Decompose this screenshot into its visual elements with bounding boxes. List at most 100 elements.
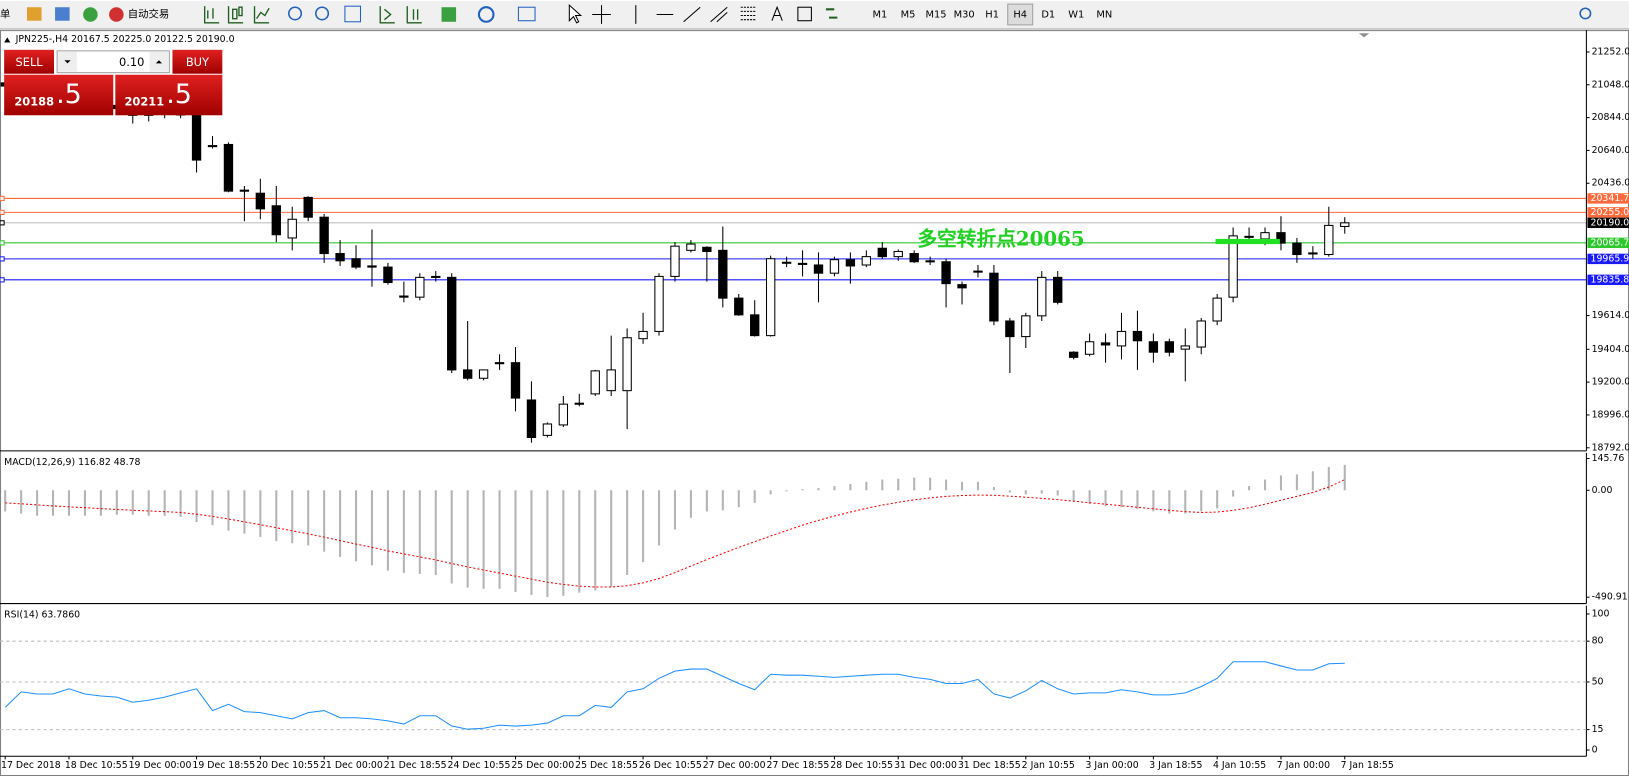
auto-trading[interactable]: 自动交易 — [128, 7, 170, 20]
bid-frac: .5 — [56, 79, 82, 110]
candle-body — [1068, 351, 1079, 358]
candle-body — [750, 314, 760, 337]
candle-body — [829, 259, 840, 274]
candle-body — [702, 246, 712, 252]
timeframe[interactable]: M5 — [901, 9, 916, 20]
pane-title: RSI(14) 63.7860 — [4, 609, 80, 620]
lot-down-arrow — [64, 60, 71, 64]
templates[interactable] — [517, 6, 536, 22]
sell-label[interactable]: SELL — [16, 55, 44, 69]
icon[interactable] — [55, 7, 70, 21]
bid-box[interactable] — [4, 74, 114, 116]
x-tick-label: 28 Dec 10:55 — [830, 760, 893, 771]
zoom-in[interactable] — [288, 6, 303, 21]
candle-body — [478, 369, 489, 379]
price-line-marker — [0, 209, 5, 215]
buy-button[interactable] — [172, 49, 223, 74]
sell-button[interactable] — [4, 49, 55, 74]
candle-body — [877, 247, 887, 258]
candle-body — [1053, 276, 1063, 303]
x-tick-label: 27 Dec 18:55 — [767, 760, 830, 771]
arrows[interactable] — [825, 8, 838, 19]
icon[interactable] — [27, 7, 42, 21]
autoscroll[interactable] — [379, 6, 395, 24]
cursor[interactable] — [568, 3, 583, 24]
text-tool[interactable] — [771, 5, 783, 21]
price-line-marker — [0, 195, 5, 202]
lot-box[interactable] — [56, 50, 170, 74]
y-tick-label: 19404.0 — [1592, 344, 1629, 355]
candle-body — [638, 330, 648, 340]
timeframe[interactable]: H4 — [1013, 9, 1027, 20]
candle-body — [1212, 297, 1222, 322]
price-line-tag — [1587, 217, 1629, 229]
candle-icon[interactable] — [227, 6, 244, 24]
ask-box[interactable] — [115, 74, 223, 116]
price-line-label: 20190.0 — [1591, 217, 1629, 228]
toolbar-bg — [0, 0, 1629, 30]
candle-body — [1308, 252, 1318, 255]
x-tick-label: 20 Dec 10:55 — [256, 760, 319, 771]
y-tick-label: 80 — [1592, 636, 1604, 647]
shift-marker — [1358, 33, 1370, 38]
signal-line — [5, 479, 1345, 588]
timeframe[interactable]: W1 — [1068, 9, 1084, 20]
price-line-marker — [0, 240, 5, 246]
x-tick-label: 3 Jan 00:00 — [1085, 760, 1138, 771]
timeframe[interactable]: H1 — [985, 9, 999, 20]
channel[interactable] — [710, 6, 728, 23]
timeframe[interactable]: M15 — [926, 9, 947, 20]
y-tick-label: 145.76 — [1592, 453, 1625, 464]
candle-body — [989, 272, 999, 322]
x-tick-label: 21 Dec 18:55 — [384, 760, 447, 771]
candle-body — [431, 275, 441, 278]
label-tool[interactable] — [797, 6, 812, 22]
timeframe[interactable]: M1 — [873, 9, 888, 20]
lot-value[interactable]: 0.10 — [119, 55, 144, 69]
pane-title: JPN225-,H4 20167.5 20225.0 20122.5 20190… — [15, 34, 235, 45]
candle-body — [845, 259, 856, 267]
candle-body — [510, 362, 521, 399]
turning-segment — [1215, 238, 1280, 245]
line-chart-icon[interactable] — [253, 6, 270, 24]
candle-body — [447, 276, 457, 371]
y-tick-label: 50 — [1592, 676, 1604, 687]
zoom-out[interactable] — [315, 6, 330, 21]
candle-body — [909, 253, 919, 263]
candle-body — [718, 249, 728, 299]
shift[interactable] — [406, 6, 422, 24]
y-tick-label: 20844.0 — [1592, 112, 1629, 123]
bar-chart-icon[interactable] — [203, 6, 220, 24]
tile[interactable] — [344, 5, 362, 23]
price-line-tag — [1587, 207, 1629, 218]
candle-body — [1100, 342, 1111, 346]
candle-body — [255, 192, 266, 210]
candle-body — [191, 114, 202, 161]
price-line-tag — [1587, 253, 1629, 265]
crosshair[interactable] — [592, 5, 611, 24]
annotation: 多空转折点20065 — [917, 226, 1084, 250]
periods[interactable] — [477, 6, 495, 23]
icon[interactable] — [83, 7, 98, 22]
timeframe[interactable]: D1 — [1041, 9, 1055, 20]
candle-body — [558, 403, 569, 426]
candle-body — [622, 337, 632, 392]
timeframe[interactable]: MN — [1096, 9, 1112, 20]
y-tick-label: -490.91 — [1592, 592, 1628, 603]
fibo[interactable] — [740, 6, 757, 21]
trendline[interactable] — [683, 6, 701, 23]
x-tick-label: 24 Dec 10:55 — [448, 760, 511, 771]
x-tick-label: 4 Jan 10:55 — [1213, 760, 1266, 771]
buy-label[interactable]: BUY — [186, 55, 209, 69]
candle-body — [351, 258, 361, 268]
menu-stub[interactable]: 单 — [0, 8, 10, 20]
candle-body — [1148, 341, 1159, 353]
auto-trading-icon[interactable] — [109, 7, 124, 22]
y-tick-label: 21048.0 — [1592, 79, 1629, 90]
indicators[interactable] — [441, 7, 457, 22]
timeframe[interactable]: M30 — [954, 9, 975, 20]
candle-body — [223, 143, 234, 192]
candle-body — [542, 423, 553, 436]
search[interactable] — [1579, 7, 1592, 20]
